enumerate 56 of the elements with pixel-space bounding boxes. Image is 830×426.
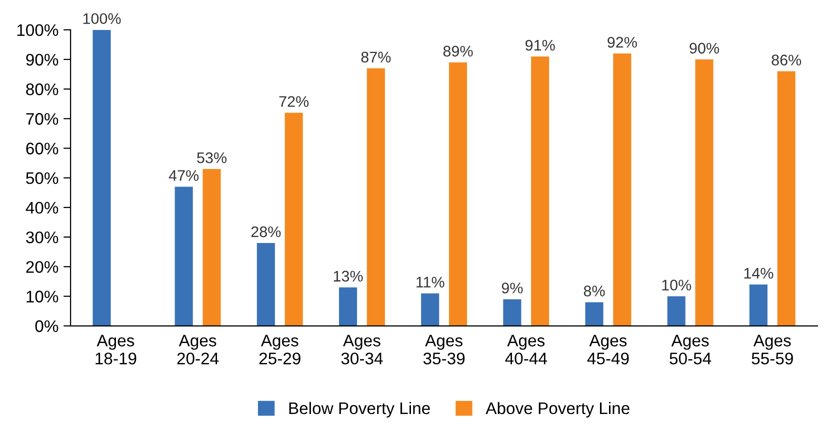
data-label: 89% [443,46,473,57]
bar [338,287,358,326]
data-label: 72% [279,96,309,107]
x-tick-label: Ages 20-24 [177,334,219,364]
y-tick-label: 70% [26,113,58,125]
data-label: 47% [168,170,199,181]
data-label: 9% [502,282,523,294]
bar [256,242,275,326]
data-label: 14% [744,268,774,279]
x-tick-label: Ages 45-49 [587,334,629,364]
x-tick-label: Ages 40-44 [505,334,547,364]
data-label: 11% [416,276,444,288]
bar [174,186,193,326]
x-tick-label: Ages 25-29 [259,334,300,364]
x-tick-label: Ages 18-19 [96,334,136,364]
y-tick-label: 50% [26,172,58,184]
data-label: 13% [334,270,363,282]
bar [695,59,714,326]
bar [667,296,686,326]
bar [421,293,440,326]
x-tick-label: Ages 55-59 [752,334,793,364]
bar [448,62,468,326]
bar [777,71,796,326]
x-tick-label: Ages 30-34 [341,334,383,364]
bar [284,112,303,326]
legend-label: Below Poverty Line [289,402,430,418]
data-label: 86% [772,54,802,66]
data-label: 53% [197,152,226,164]
x-tick-label: Ages 50-54 [670,334,712,364]
bar [92,30,111,326]
y-tick-label: 0% [35,320,58,332]
data-label: 28% [251,226,281,238]
bar [366,68,385,326]
data-label: 90% [690,42,720,54]
y-tick-label: 20% [26,261,58,273]
y-tick-label: 40% [26,202,58,214]
data-label: 100% [83,13,121,24]
data-label: 92% [608,36,637,48]
y-tick-label: 10% [26,290,58,302]
y-tick-label: 100% [17,24,58,36]
data-label: 10% [662,280,692,290]
y-tick-label: 80% [26,83,58,96]
bar [585,302,604,326]
legend-label: Above Poverty Line [486,402,630,418]
data-label: 91% [526,40,555,51]
bar [202,168,221,326]
bar [503,299,522,326]
bar [613,54,632,326]
bar [531,56,550,326]
y-tick-label: 90% [26,54,58,66]
y-tick-label: 30% [26,231,58,244]
bar [749,284,768,326]
y-tick-label: 60% [26,142,58,154]
x-tick-label: Ages 35-39 [423,334,465,364]
data-label: 8% [584,286,605,296]
data-label: 87% [361,52,391,63]
